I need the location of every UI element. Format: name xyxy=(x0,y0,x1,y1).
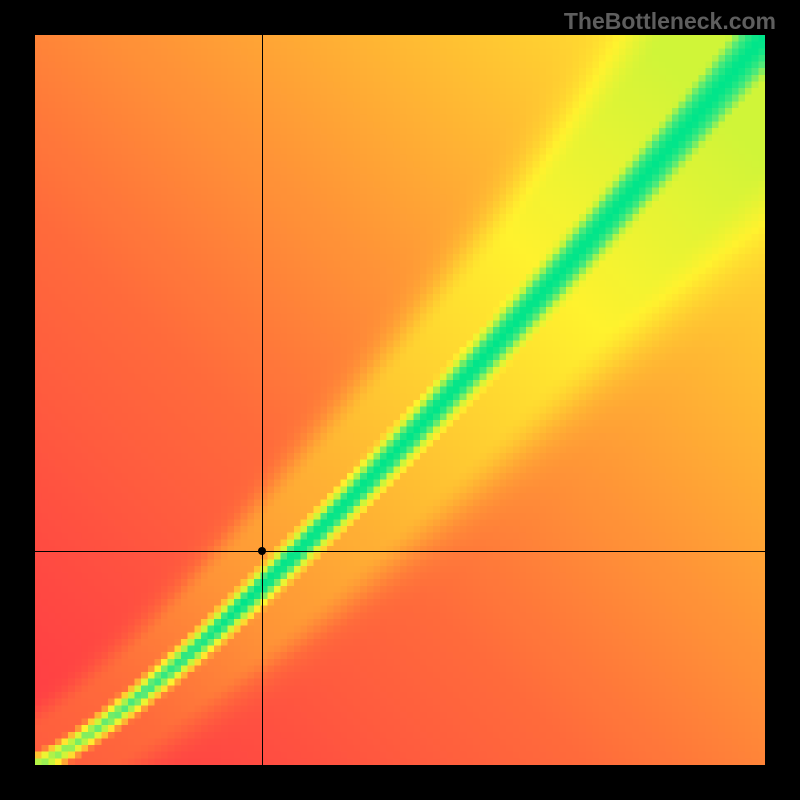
bottleneck-heatmap xyxy=(35,35,765,765)
crosshair-vertical xyxy=(262,35,263,765)
crosshair-marker xyxy=(258,547,266,555)
crosshair-horizontal xyxy=(35,551,765,552)
watermark-text: TheBottleneck.com xyxy=(564,8,776,35)
chart-container: TheBottleneck.com xyxy=(0,0,800,800)
